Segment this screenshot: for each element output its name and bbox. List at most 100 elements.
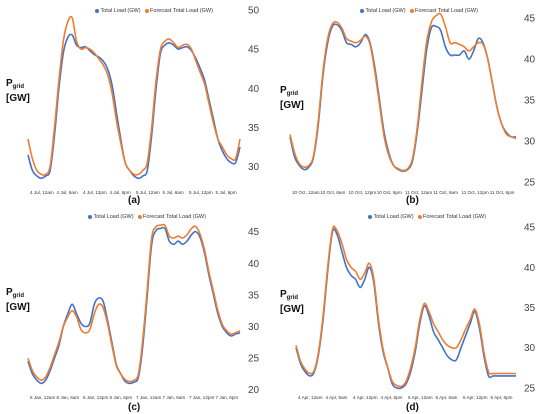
chart-svg-a: 30 35 40 45 50 4 Jul, 12am 4 Jul, 6am 4 Jul, 12… xyxy=(27,6,260,195)
x-tick-label: 6 Jan, 12pm xyxy=(83,395,108,400)
y-axis-label-unit: [GW] xyxy=(6,302,30,313)
legend-item: Total Load (GW) xyxy=(95,8,141,14)
x-tick-label: 4 Jul, 12pm xyxy=(83,190,107,195)
y-axis-label-main: P xyxy=(280,85,287,96)
y-axis-label: Pgrid [GW] xyxy=(280,289,304,315)
series-line-forecast-total-load xyxy=(27,15,241,176)
legend-marker xyxy=(144,9,149,13)
y-tick-label: 35 xyxy=(248,290,260,301)
y-tick-label: 35 xyxy=(524,96,536,107)
x-tick-label: 10 Oct, 6pm xyxy=(377,190,402,195)
x-tick-label: 4 Apr, 12am xyxy=(298,395,323,400)
y-axis-label: Pgrid [GW] xyxy=(6,287,30,313)
y-tick-label: 30 xyxy=(248,322,260,333)
y-axis-label-subscript: grid xyxy=(286,91,299,97)
legend-marker xyxy=(137,215,142,219)
legend-item: Total Load (GW) xyxy=(368,214,414,220)
x-tick-label: 7 Jan, 6pm xyxy=(216,395,239,400)
chart-panel-d: 25 30 35 40 45 4 Apr, 12am 4 Apr, 6am 4 Apr, 12… xyxy=(278,207,550,414)
chart-panel-c: 20 25 30 35 40 45 6 Jan, 12am 6 Jan, 6am 6 Jan, … xyxy=(0,207,272,414)
x-tick-label: 7 Jan, 12pm xyxy=(189,395,214,400)
legend-marker xyxy=(368,215,372,219)
series-line-total-load xyxy=(27,226,241,385)
y-tick-label: 45 xyxy=(248,227,260,238)
legend-item: Forecast Total Load (GW) xyxy=(409,8,478,14)
legend-item: Forecast Total Load (GW) xyxy=(417,214,486,220)
legend-marker xyxy=(409,9,414,13)
x-tick-label: 4 Apr, 6pm xyxy=(381,395,403,400)
x-tick-label: 10 Oct, 12pm xyxy=(349,190,377,195)
legend-label: Forecast Total Load (GW) xyxy=(423,214,486,220)
legend: Total Load (GW) Forecast Total Load (GW) xyxy=(368,214,490,220)
y-axis-label-subscript: grid xyxy=(12,293,25,299)
legend-label: Total Load (GW) xyxy=(100,8,141,14)
legend-label: Total Load (GW) xyxy=(365,8,406,14)
y-axis-label-main: P xyxy=(280,289,287,300)
x-tick-label: 4 Jul, 6am xyxy=(57,190,78,195)
series-line-total-load xyxy=(289,23,517,172)
legend-marker xyxy=(88,215,92,219)
y-axis-label-unit: [GW] xyxy=(280,100,304,111)
series-line-forecast-total-load xyxy=(27,223,241,383)
series-line-forecast-total-load xyxy=(295,225,516,388)
x-tick-label: 5 Apr, 12am xyxy=(408,395,433,400)
legend: Total Load (GW) Forecast Total Load (GW) xyxy=(95,8,217,14)
x-tick-label: 6 Jan, 12am xyxy=(30,395,55,400)
x-tick-label: 4 Jul, 6pm xyxy=(110,190,131,195)
x-tick-label: 10 Oct, 6am xyxy=(320,190,345,195)
x-tick-label: 4 Apr, 12pm xyxy=(353,395,378,400)
x-tick-label: 7 Jan, 12am xyxy=(136,395,161,400)
y-tick-label: 40 xyxy=(524,55,536,66)
legend-item: Total Load (GW) xyxy=(88,214,134,220)
x-tick-label: 4 Apr, 6am xyxy=(326,395,348,400)
chart-svg-d: 25 30 35 40 45 4 Apr, 12am 4 Apr, 6am 4 Apr, 12… xyxy=(295,223,536,400)
x-tick-label: 11 Oct, 6am xyxy=(433,190,458,195)
x-tick-label: 5 Jul, 12am xyxy=(136,190,160,195)
y-tick-label: 35 xyxy=(524,303,536,314)
chart-panel-a: 30 35 40 45 50 4 Jul, 12am 4 Jul, 6am 4 Jul, 12… xyxy=(0,0,272,207)
legend-marker xyxy=(95,9,99,13)
x-tick-label: 4 Jul, 12am xyxy=(30,190,54,195)
chart-svg-b: 25 30 35 40 45 10 Oct, 12am 10 Oct, 6am 10 Oct,… xyxy=(289,12,536,195)
y-tick-label: 35 xyxy=(248,123,260,134)
x-tick-label: 6 Jan, 6am xyxy=(57,395,80,400)
y-tick-label: 25 xyxy=(524,383,536,394)
y-axis-label-main: P xyxy=(6,287,13,298)
y-axis-label: Pgrid [GW] xyxy=(280,85,304,111)
y-axis-label-unit: [GW] xyxy=(280,304,304,315)
panel-label: (a) xyxy=(128,195,141,206)
legend-label: Forecast Total Load (GW) xyxy=(415,8,478,14)
y-tick-label: 45 xyxy=(524,14,536,25)
x-tick-label: 5 Apr, 12pm xyxy=(463,395,488,400)
y-tick-label: 30 xyxy=(248,162,260,173)
y-tick-label: 20 xyxy=(248,385,260,396)
legend-label: Forecast Total Load (GW) xyxy=(143,214,206,220)
x-tick-label: 11 Oct, 12am xyxy=(405,190,432,195)
x-tick-label: 6 Jan, 6pm xyxy=(110,395,133,400)
y-tick-label: 40 xyxy=(248,259,260,270)
x-tick-label: 10 Oct, 12am xyxy=(292,190,320,195)
panel-label: (c) xyxy=(128,402,141,413)
legend-label: Total Load (GW) xyxy=(93,214,134,220)
legend-marker xyxy=(417,215,422,219)
x-tick-label: 7 Jan, 6am xyxy=(163,395,186,400)
series-line-total-load xyxy=(27,33,241,180)
x-tick-label: 5 Apr, 6am xyxy=(436,395,458,400)
legend-label: Total Load (GW) xyxy=(373,214,414,220)
y-axis-label-unit: [GW] xyxy=(6,93,30,104)
y-tick-label: 30 xyxy=(524,343,536,354)
x-tick-label: 5 Jul, 6am xyxy=(163,190,184,195)
y-tick-label: 25 xyxy=(524,177,536,188)
y-tick-label: 50 xyxy=(248,6,260,17)
y-tick-label: 45 xyxy=(524,223,536,234)
y-tick-label: 40 xyxy=(524,263,536,274)
series-line-forecast-total-load xyxy=(289,12,517,172)
panel-label: (d) xyxy=(406,402,419,413)
panel-label: (b) xyxy=(406,195,419,206)
legend: Total Load (GW) Forecast Total Load (GW) xyxy=(88,214,210,220)
y-tick-label: 25 xyxy=(248,354,260,365)
legend-label: Forecast Total Load (GW) xyxy=(150,8,213,14)
x-tick-label: 11 Oct, 6pm xyxy=(490,190,515,195)
y-axis-label: Pgrid [GW] xyxy=(6,78,30,104)
